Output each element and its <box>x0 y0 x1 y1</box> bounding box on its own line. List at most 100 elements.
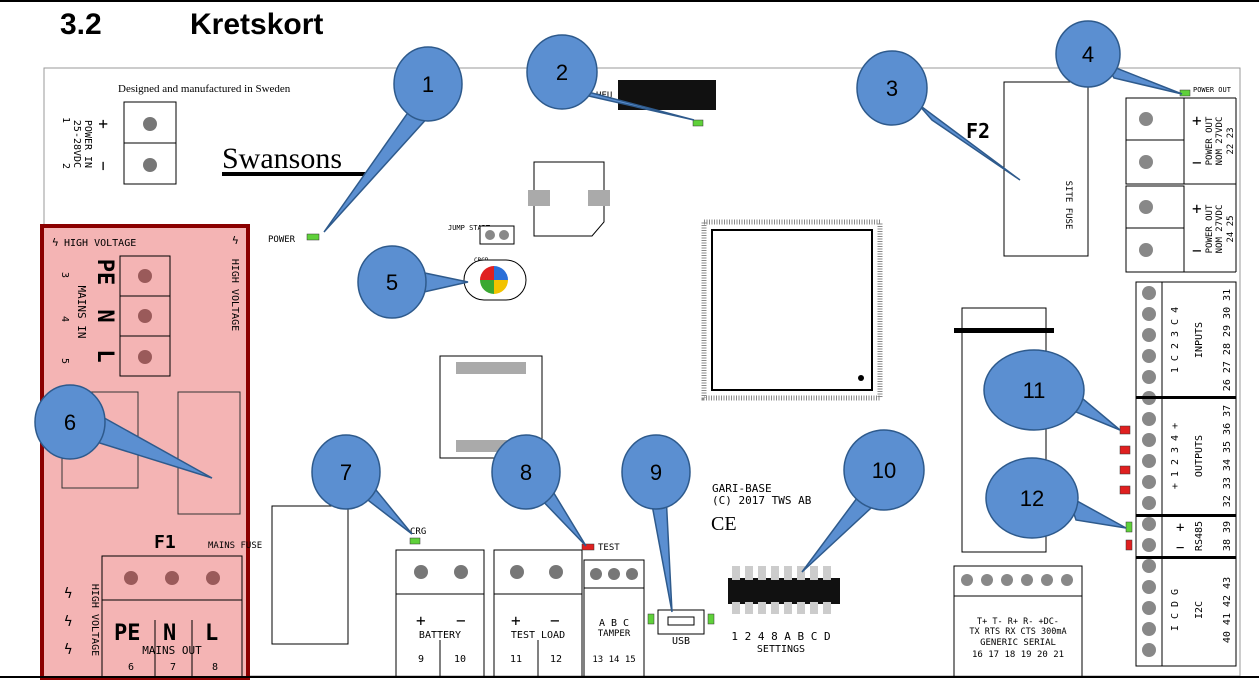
battery-plus: + <box>416 611 426 630</box>
callout-8-number: 8 <box>520 460 532 485</box>
tamper-pins: 13 14 15 <box>592 655 635 665</box>
dip-switch-settings: 1 2 4 8 A B C D SETTINGS <box>728 566 840 655</box>
power-out-2-voltage: NOM 27VDC <box>1215 205 1225 254</box>
svg-text:−: − <box>1192 241 1202 260</box>
callout-6-number: 6 <box>64 410 76 435</box>
inputs-letters: 1 C 2 3 C 4 <box>1170 307 1181 373</box>
mains-in-pe: PE <box>92 259 117 286</box>
serial-signals-1: T+ T- R+ R- +DC- <box>977 617 1059 627</box>
section-heading: 3.2 Kretskort <box>60 8 323 42</box>
mains-out-label: MAINS OUT <box>142 644 202 657</box>
i2c-pins: 40 41 42 43 <box>1222 577 1233 643</box>
power-in-pin2: 2 <box>60 163 71 169</box>
swansons-logo: Swansons <box>222 142 342 175</box>
callout-12: 12 <box>985 457 1127 539</box>
hv-bolt-1: ϟ <box>52 236 59 249</box>
test-load-pin11: 11 <box>510 654 522 665</box>
test-load-plus: + <box>511 611 521 630</box>
i2c-label: I2C <box>1194 601 1205 619</box>
callout-10: 10 <box>801 429 925 573</box>
callout-3: 3 <box>856 50 1021 181</box>
hv-component-right <box>177 391 241 515</box>
power-out-1-pins: 22 23 <box>1226 127 1236 154</box>
outputs-letters: + 1 2 3 4 + <box>1170 423 1181 489</box>
svg-text:−: − <box>1176 540 1184 556</box>
power-led-label: POWER <box>268 235 296 245</box>
callout-8: 8 <box>491 434 587 547</box>
callout-1: 1 <box>323 46 463 233</box>
usb-port <box>657 609 705 635</box>
power-out-connector-2: + − POWER OUT NOM 27VDC 24 25 <box>1125 184 1237 273</box>
usb-led-left <box>647 613 655 625</box>
section-title: Kretskort <box>190 8 324 41</box>
settings-switch-labels: 1 2 4 8 A B C D <box>731 630 830 643</box>
mains-out-pin8: 8 <box>212 662 218 673</box>
callout-1-number: 1 <box>422 72 434 97</box>
mains-out-pe: PE <box>114 621 141 646</box>
test-load-label: TEST LOAD <box>511 630 565 641</box>
cpu-pins <box>701 219 883 401</box>
rgb-led <box>480 266 508 294</box>
mains-in-connector: PE N L MAINS IN 3 4 5 <box>59 255 171 377</box>
mains-out-connector: PE N L MAINS OUT 6 7 8 <box>101 555 243 676</box>
mains-out-n: N <box>163 621 176 646</box>
battery-pin9: 9 <box>418 654 424 665</box>
ce-mark: CE <box>711 513 737 535</box>
hv-bolt-3: ϟ <box>64 586 72 602</box>
mains-out-pin7: 7 <box>170 662 176 673</box>
hv-label-top: HIGH VOLTAGE <box>64 238 136 249</box>
hv-bolt-2: ϟ <box>232 234 239 247</box>
inputs-pins: 26 27 28 29 30 31 <box>1222 289 1233 391</box>
callout-11-number: 11 <box>1023 378 1046 403</box>
generic-serial-label: GENERIC SERIAL <box>980 638 1056 648</box>
test-led-label: TEST <box>598 543 620 553</box>
hv-label-bottom: HIGH VOLTAGE <box>89 584 100 656</box>
callout-10-number: 10 <box>872 458 896 483</box>
callout-4-number: 4 <box>1082 42 1094 67</box>
callout-2: 2 <box>526 34 695 121</box>
cpu-chip <box>711 229 873 391</box>
callout-5-number: 5 <box>386 270 398 295</box>
jump-start-label: JUMP START <box>448 224 491 232</box>
battery-minus: − <box>456 611 466 630</box>
battery-component <box>271 505 349 645</box>
battery-connector: + − BATTERY 9 10 <box>395 549 485 676</box>
callout-3-number: 3 <box>886 76 898 101</box>
power-out-2-pins: 24 25 <box>1226 215 1236 242</box>
designed-text: Designed and manufactured in Sweden <box>118 83 291 95</box>
outputs-pins: 32 33 34 35 36 37 <box>1222 405 1233 507</box>
hv-label-right: HIGH VOLTAGE <box>229 259 240 331</box>
power-out-1-label: POWER OUT <box>1205 116 1215 165</box>
logo-underline <box>222 172 372 176</box>
power-in-pin1: 1 <box>60 117 71 123</box>
callout-7: 7 <box>311 434 413 535</box>
power-in-minus: − <box>94 161 113 171</box>
tamper-label: TAMPER <box>598 629 631 639</box>
f2-label: F2 <box>966 119 990 143</box>
callout-4: 4 <box>1055 20 1183 95</box>
callout-5: 5 <box>357 245 469 319</box>
callout-12-number: 12 <box>1020 486 1044 511</box>
power-out-connector-1: + − POWER OUT NOM 27VDC 22 23 <box>1125 97 1237 185</box>
crystal-component <box>533 161 605 237</box>
generic-serial-connector: T+ T- R+ R- +DC- TX RTS RX CTS 300mA GEN… <box>953 565 1083 676</box>
right-terminal-strip: 1 C 2 3 C 4 INPUTS 26 27 28 29 30 31 + 1… <box>1135 281 1237 667</box>
callout-9-number: 9 <box>650 460 662 485</box>
inputs-label: INPUTS <box>1194 322 1205 358</box>
rs485-led-green <box>1125 521 1133 533</box>
output-led-3 <box>1119 465 1131 475</box>
callout-11: 11 <box>983 349 1121 431</box>
rs485-label: RS485 <box>1194 521 1205 551</box>
power-in-connector: + − POWER IN 25-28VDC 1 2 <box>60 101 177 185</box>
output-led-2 <box>1119 445 1131 455</box>
mains-in-l: L <box>92 349 117 362</box>
top-rule <box>0 0 1259 2</box>
crg-led <box>409 537 421 545</box>
svg-text:−: − <box>1192 153 1202 172</box>
mains-out-pin6: 6 <box>128 662 134 673</box>
power-out-led-label: POWER OUT <box>1193 86 1232 94</box>
test-load-pin12: 12 <box>550 654 562 665</box>
output-led-4 <box>1119 485 1131 495</box>
callout-6: 6 <box>34 384 213 479</box>
